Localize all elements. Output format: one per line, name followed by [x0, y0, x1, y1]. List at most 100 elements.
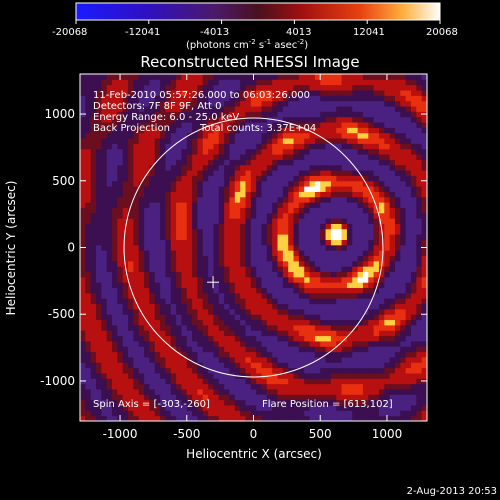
- heatmap-cell: [144, 127, 150, 134]
- heatmap-cell: [405, 394, 412, 401]
- heatmap-cell: [261, 303, 268, 310]
- heatmap-cell: [240, 106, 246, 112]
- heatmap-cell: [181, 314, 188, 321]
- heatmap-cell: [272, 90, 279, 96]
- heatmap-cell: [154, 356, 161, 363]
- heatmap-cell: [202, 388, 209, 395]
- heatmap-cell: [405, 84, 412, 91]
- heatmap-cell: [378, 90, 385, 96]
- heatmap-cell: [325, 90, 332, 96]
- heatmap-cell: [186, 330, 193, 337]
- heatmap-cell: [224, 79, 230, 86]
- heatmap-cell: [213, 330, 220, 337]
- heatmap-cell: [421, 100, 427, 107]
- heatmap-cell: [85, 250, 92, 257]
- heatmap-cell: [272, 122, 279, 128]
- heatmap-cell: [240, 191, 246, 198]
- heatmap-cell: [101, 218, 108, 224]
- heatmap-cell: [272, 95, 279, 102]
- heatmap-cell: [330, 324, 337, 331]
- heatmap-cell: [96, 207, 102, 214]
- heatmap-cell: [405, 271, 412, 278]
- heatmap-cell: [378, 170, 385, 176]
- heatmap-cell: [266, 218, 273, 224]
- heatmap-cell: [229, 356, 236, 363]
- heatmap-cell: [272, 159, 279, 166]
- heatmap-cell: [416, 212, 423, 219]
- heatmap-cell: [378, 74, 385, 80]
- heatmap-cell: [405, 212, 412, 219]
- heatmap-cell: [389, 282, 396, 289]
- heatmap-cell: [272, 340, 279, 347]
- heatmap-cell: [357, 250, 364, 257]
- heatmap-cell: [234, 127, 241, 134]
- heatmap-cell: [90, 239, 97, 246]
- heatmap-cell: [314, 415, 321, 421]
- heatmap-cell: [325, 303, 332, 310]
- heatmap-cell: [240, 394, 246, 401]
- heatmap-cell: [373, 127, 380, 134]
- heatmap-cell: [224, 186, 230, 192]
- heatmap-cell: [106, 164, 113, 171]
- heatmap-cell: [170, 266, 177, 273]
- heatmap-cell: [314, 394, 321, 401]
- heatmap-cell: [154, 367, 161, 374]
- heatmap-cell: [96, 164, 102, 171]
- heatmap-cell: [154, 207, 161, 214]
- heatmap-cell: [298, 276, 305, 283]
- heatmap-cell: [224, 132, 230, 139]
- heatmap-cell: [410, 74, 417, 80]
- heatmap-cell: [165, 207, 172, 214]
- heatmap-cell: [149, 234, 156, 240]
- heatmap-cell: [101, 244, 108, 251]
- heatmap-cell: [272, 127, 279, 134]
- heatmap-cell: [192, 111, 198, 118]
- heatmap-cell: [138, 319, 145, 326]
- heatmap-cell: [240, 74, 246, 80]
- heatmap-cell: [112, 100, 118, 107]
- heatmap-cell: [410, 132, 417, 139]
- heatmap-cell: [202, 202, 209, 208]
- heatmap-cell: [117, 362, 124, 369]
- heatmap-cell: [288, 383, 295, 390]
- heatmap-cell: [389, 394, 396, 401]
- heatmap-cell: [176, 319, 182, 326]
- heatmap-cell: [266, 351, 273, 358]
- heatmap-cell: [144, 79, 150, 86]
- heatmap-cell: [133, 372, 140, 379]
- heatmap-cell: [394, 175, 401, 182]
- heatmap-cell: [362, 330, 369, 337]
- heatmap-cell: [272, 218, 279, 224]
- heatmap-cell: [202, 212, 209, 219]
- heatmap-cell: [133, 132, 140, 139]
- heatmap-cell: [149, 346, 156, 353]
- heatmap-cell: [138, 127, 145, 134]
- heatmap-cell: [378, 239, 385, 246]
- heatmap-cell: [416, 239, 423, 246]
- heatmap-cell: [346, 383, 353, 390]
- heatmap-cell: [352, 111, 359, 118]
- heatmap-cell: [154, 250, 161, 257]
- heatmap-cell: [165, 122, 172, 128]
- heatmap-cell: [149, 202, 156, 208]
- heatmap-cell: [192, 90, 198, 96]
- heatmap-cell: [149, 111, 156, 118]
- heatmap-cell: [272, 239, 279, 246]
- heatmap-cell: [197, 399, 204, 406]
- heatmap-cell: [288, 106, 295, 112]
- heatmap-cell: [378, 79, 385, 86]
- heatmap-cell: [202, 74, 209, 80]
- heatmap-cell: [224, 207, 230, 214]
- heatmap-cell: [293, 394, 300, 401]
- heatmap-cell: [314, 79, 321, 86]
- heatmap-cell: [208, 287, 214, 294]
- heatmap-cell: [277, 239, 284, 246]
- heatmap-cell: [208, 175, 214, 182]
- heatmap-cell: [309, 106, 316, 112]
- heatmap-cell: [101, 132, 108, 139]
- heatmap-cell: [336, 180, 343, 187]
- heatmap-cell: [128, 122, 134, 128]
- heatmap-cell: [165, 378, 172, 385]
- heatmap-cell: [170, 383, 177, 390]
- heatmap-cell: [330, 410, 337, 417]
